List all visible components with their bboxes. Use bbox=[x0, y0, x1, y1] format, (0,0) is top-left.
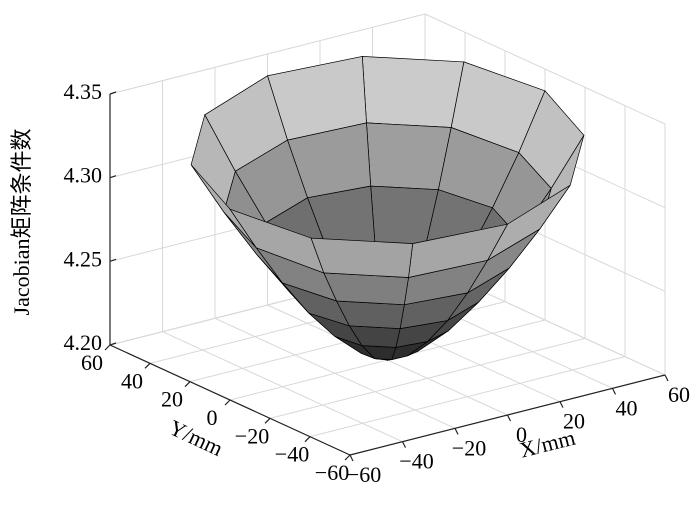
z-tick-label: 4.20 bbox=[64, 330, 103, 355]
x-tick bbox=[559, 401, 564, 408]
z-tick bbox=[109, 342, 117, 346]
z-tick bbox=[109, 258, 117, 262]
surface-patch bbox=[323, 272, 409, 306]
y-tick-label: 40 bbox=[121, 368, 143, 393]
z-axis-label: Jacobian矩阵条件数 bbox=[9, 129, 34, 316]
x-tick bbox=[349, 454, 354, 462]
y-tick bbox=[344, 454, 351, 461]
x-tick bbox=[611, 388, 617, 395]
floor-grid-line bbox=[309, 356, 626, 438]
y-axis-label: Y/mm bbox=[165, 415, 227, 461]
x-tick-label: 0 bbox=[516, 422, 527, 447]
x-tick-label: 60 bbox=[668, 382, 690, 407]
y-tick bbox=[104, 344, 111, 351]
x-tick-label: 40 bbox=[616, 395, 638, 420]
y-tick bbox=[184, 381, 191, 388]
surface-patch bbox=[361, 56, 465, 128]
x-tick bbox=[454, 428, 459, 435]
x-tick-label: 20 bbox=[563, 409, 585, 434]
x-tick-label: −60 bbox=[347, 462, 381, 487]
surface-patch bbox=[366, 122, 452, 191]
surface-patch bbox=[310, 237, 414, 278]
y-tick-label: 60 bbox=[81, 350, 103, 375]
z-tick-label: 4.35 bbox=[64, 79, 103, 104]
y-tick bbox=[144, 362, 151, 369]
floor-grid-line bbox=[269, 337, 586, 419]
y-tick-label: −60 bbox=[315, 460, 349, 485]
z-tick bbox=[109, 91, 117, 95]
z-tick-label: 4.25 bbox=[64, 246, 103, 271]
y-tick bbox=[264, 417, 271, 424]
x-tick-label: −40 bbox=[399, 449, 433, 474]
y-tick bbox=[304, 436, 311, 443]
x-tick bbox=[506, 414, 512, 422]
x-tick bbox=[401, 441, 407, 448]
z-tick-label: 4.30 bbox=[64, 163, 103, 188]
wall-grid-line bbox=[424, 13, 666, 125]
x-tick bbox=[664, 374, 669, 382]
y-tick-label: 20 bbox=[161, 387, 183, 412]
y-tick-label: −20 bbox=[235, 423, 269, 448]
y-tick-label: −40 bbox=[275, 442, 309, 467]
z-tick bbox=[109, 175, 117, 179]
wall-grid-line bbox=[109, 13, 426, 95]
y-tick-label: 0 bbox=[207, 405, 218, 430]
y-tick bbox=[224, 399, 231, 406]
x-tick-label: −20 bbox=[452, 435, 486, 460]
